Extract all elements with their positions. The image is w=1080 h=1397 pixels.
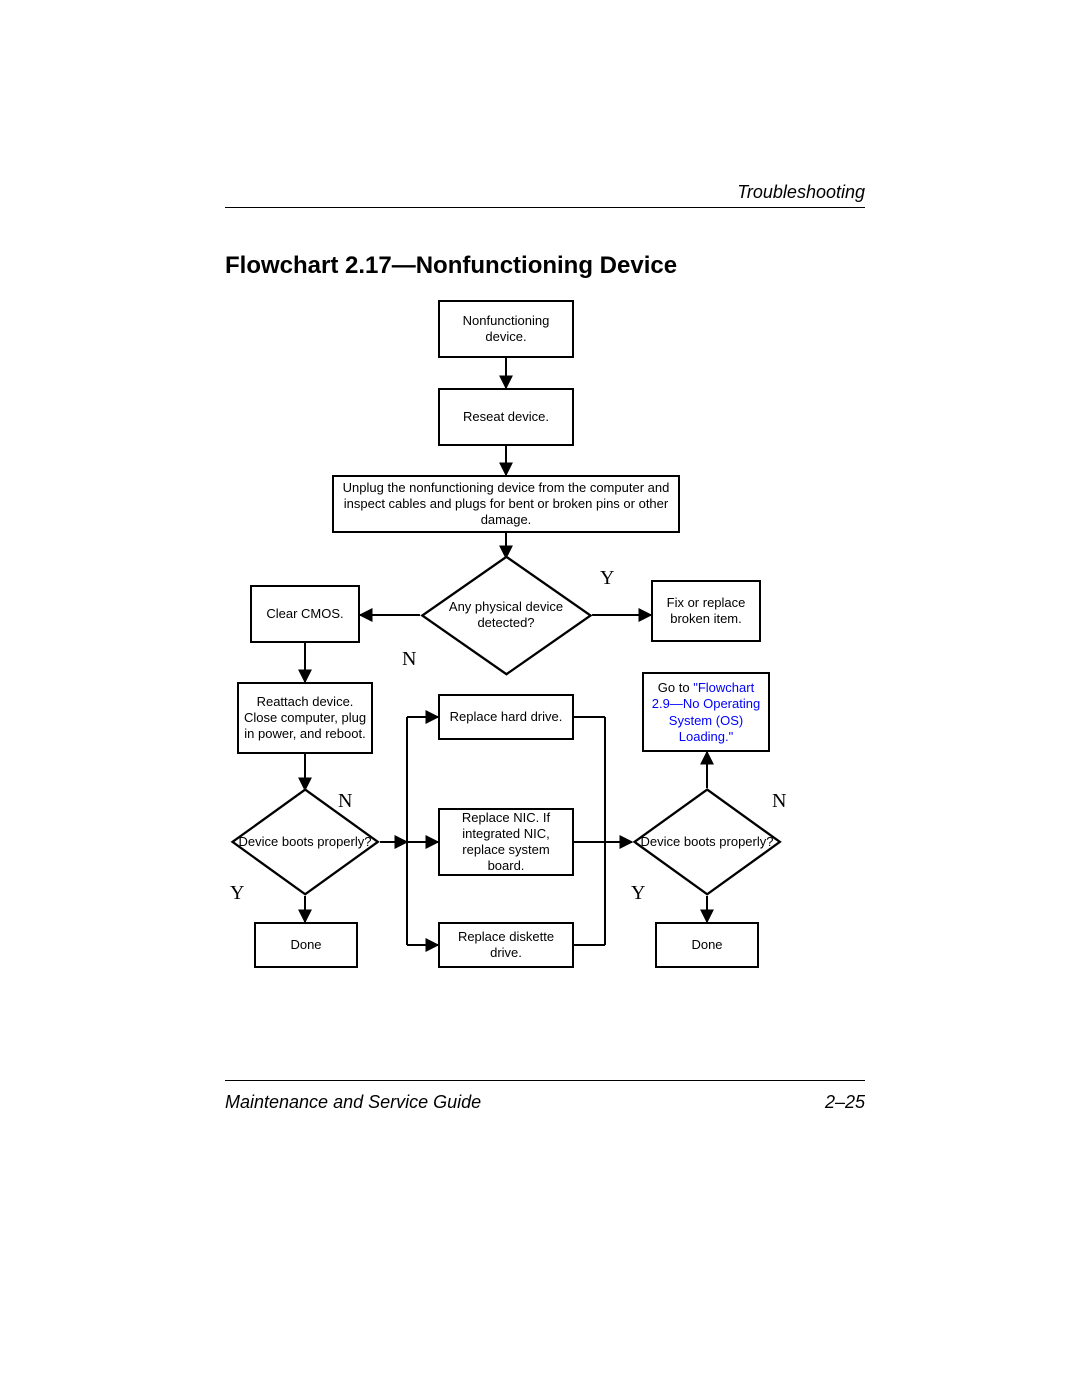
flowchart-box: Reattach device. Close computer, plug in…	[237, 682, 373, 754]
flowchart-box: Clear CMOS.	[250, 585, 360, 643]
flowchart-box: Replace NIC. If integrated NIC, replace …	[438, 808, 574, 876]
flowchart-box: Nonfunctioning device.	[438, 300, 574, 358]
flowchart-box: Done	[254, 922, 358, 968]
flowchart-box: Done	[655, 922, 759, 968]
page-title: Flowchart 2.17—Nonfunctioning Device	[225, 252, 677, 280]
flowchart-box: Unplug the nonfunctioning device from th…	[332, 475, 680, 533]
flowchart-edge-label: N	[772, 790, 786, 813]
footer-left: Maintenance and Service Guide	[225, 1092, 481, 1113]
flowchart-edge-label: Y	[600, 567, 614, 590]
flowchart-box: Replace hard drive.	[438, 694, 574, 740]
footer-rule	[225, 1080, 865, 1081]
flowchart-edge-label: Y	[631, 882, 645, 905]
footer-right: 2–25	[825, 1092, 865, 1113]
flowchart-edge-label: N	[338, 790, 352, 813]
flowchart-edge-label: N	[402, 648, 416, 671]
flowchart-edge-label: Y	[230, 882, 244, 905]
flowchart-box: Reseat device.	[438, 388, 574, 446]
page-header: Troubleshooting	[737, 182, 865, 203]
flowchart-box: Replace diskette drive.	[438, 922, 574, 968]
flowchart-decision: Device boots properly?	[632, 788, 782, 896]
flowchart-decision: Device boots properly?	[230, 788, 380, 896]
header-rule	[225, 207, 865, 208]
flowchart-link-box[interactable]: Go to "Flowchart 2.9—No Operating System…	[642, 672, 770, 752]
flowchart-decision: Any physical device detected?	[420, 555, 592, 675]
flowchart-box: Fix or replace broken item.	[651, 580, 761, 642]
link-pretext: Go to	[658, 680, 693, 695]
